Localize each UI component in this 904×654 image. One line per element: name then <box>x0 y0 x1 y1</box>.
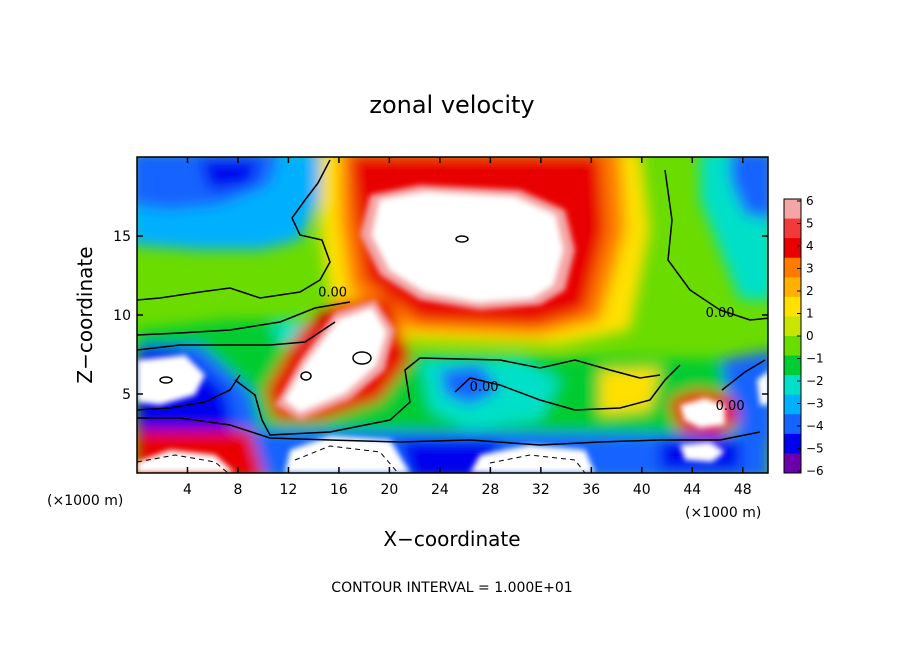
x-tick-label: 36 <box>582 482 600 498</box>
colorbar-swatch <box>784 433 801 454</box>
heatmap-field <box>137 157 768 473</box>
x-tick-label: 8 <box>233 482 242 498</box>
contour-line <box>137 321 336 351</box>
colorbar-label: −6 <box>806 464 824 478</box>
x-tick-label: 28 <box>481 482 499 498</box>
colorbar-label: −2 <box>806 374 824 388</box>
contour-line <box>137 159 331 301</box>
contour-line <box>454 364 681 411</box>
contour-line <box>159 376 173 384</box>
x-unit-left: (×1000 m) <box>47 493 123 509</box>
contour-line <box>352 351 372 365</box>
colorbar-label: −3 <box>806 397 824 411</box>
contour-label: 0.00 <box>470 380 499 395</box>
colorbar-swatch <box>784 277 801 298</box>
colorbar-label: 4 <box>806 239 814 253</box>
x-axis-label: X−coordinate <box>383 527 520 551</box>
y-tick-label: 5 <box>122 387 131 403</box>
contour-label: 0.00 <box>716 399 745 414</box>
colorbar-label: 0 <box>806 329 814 343</box>
colorbar-label: 6 <box>806 194 814 208</box>
dashed-contour-line <box>137 454 229 473</box>
x-tick-label: 20 <box>380 482 398 498</box>
x-tick-label: 48 <box>734 482 752 498</box>
contour-line <box>300 371 312 381</box>
contour-label: 0.00 <box>318 285 347 300</box>
x-unit-right: (×1000 m) <box>685 505 761 521</box>
y-axis-label: Z−coordinate <box>73 246 97 383</box>
colorbar-swatch <box>784 394 801 415</box>
y-tick-label: 15 <box>113 229 131 245</box>
contour-line <box>137 301 351 336</box>
contour-labels: 0.00 0.00 0.00 0.00 <box>318 285 744 414</box>
colorbar-swatch <box>784 414 801 435</box>
dashed-contours <box>137 445 586 473</box>
dashed-contour-line <box>294 445 399 473</box>
contour-line <box>455 235 469 243</box>
dashed-contour-line <box>489 454 586 473</box>
contour-interval-note: CONTOUR INTERVAL = 1.000E+01 <box>331 580 572 596</box>
contour-line <box>234 357 661 436</box>
colorbar-label: −5 <box>806 442 824 456</box>
x-tick-label: 40 <box>633 482 651 498</box>
colorbar: 6 5 4 3 2 1 0 −1 −2 −3 −4 −5 −6 <box>783 194 824 478</box>
contour-line <box>137 374 241 411</box>
colorbar-swatch <box>784 355 801 376</box>
x-tick-label: 24 <box>431 482 449 498</box>
colorbar-swatch <box>784 296 801 317</box>
colorbar-swatch <box>784 336 801 357</box>
colorbar-swatch <box>784 218 801 239</box>
colorbar-label: 5 <box>806 217 814 231</box>
contour-line <box>664 169 768 321</box>
colorbar-swatch <box>784 257 801 278</box>
colorbar-swatch <box>784 375 801 396</box>
colorbar-label: 2 <box>806 284 814 298</box>
x-tick-label: 32 <box>532 482 550 498</box>
chart-title: zonal velocity <box>369 91 534 119</box>
colorbar-label: 1 <box>806 307 814 321</box>
field-cores <box>137 185 768 473</box>
colorbar-swatch <box>784 453 801 474</box>
contour-line <box>137 417 761 446</box>
x-tick-label: 12 <box>280 482 298 498</box>
contour-lines <box>137 159 768 446</box>
contour-line <box>721 359 766 391</box>
colorbar-swatch <box>784 199 801 220</box>
contour-label: 0.00 <box>706 306 735 321</box>
colorbar-label: −4 <box>806 419 824 433</box>
colorbar-label: −1 <box>806 352 824 366</box>
x-tick-label: 44 <box>683 482 701 498</box>
x-tick-label: 16 <box>330 482 348 498</box>
x-tick-label: 4 <box>183 482 192 498</box>
colorbar-swatch <box>784 316 801 337</box>
y-tick-label: 10 <box>113 308 131 324</box>
colorbar-label: 3 <box>806 262 814 276</box>
colorbar-swatch <box>784 238 801 259</box>
